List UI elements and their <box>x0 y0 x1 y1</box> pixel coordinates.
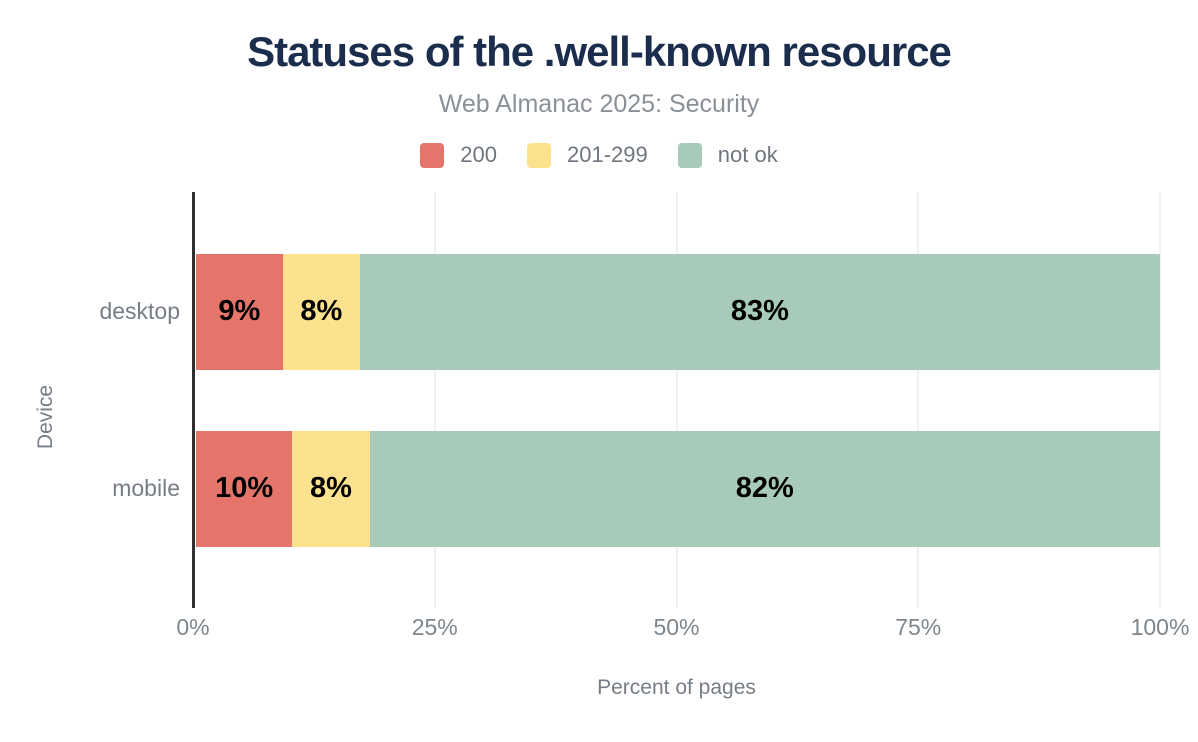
y-axis-line <box>192 192 195 608</box>
legend-item-201-299[interactable]: 201-299 <box>527 142 648 168</box>
x-tick-0-: 0% <box>176 614 210 640</box>
category-labels: desktop mobile <box>0 192 180 608</box>
bars: 9% 8% 83% 10% 8% 82% <box>196 192 1160 608</box>
chart-title: Statuses of the .well-known resource <box>247 28 952 75</box>
legend-swatch <box>677 142 702 168</box>
category-label-mobile: mobile <box>112 475 180 501</box>
gridline-75- <box>917 192 920 608</box>
data-label: 9% <box>218 295 261 327</box>
gridline-25- <box>433 192 436 608</box>
gridline-100- <box>1159 192 1161 608</box>
legend-label: 200 <box>460 142 498 167</box>
data-label: 82% <box>735 472 794 504</box>
x-axis-ticks: 0% 25% 50% 75% 100% <box>176 614 1189 646</box>
bar-row-desktop: 9% 8% 83% <box>196 253 1160 370</box>
x-tick-75-: 75% <box>895 614 942 640</box>
data-label: 8% <box>300 295 343 327</box>
legend-label: 201-299 <box>567 142 648 167</box>
data-label: 8% <box>309 472 352 504</box>
bar-segment-desktop-not-ok[interactable]: 83% <box>359 253 1160 370</box>
gridline-50- <box>675 192 678 608</box>
data-label: 83% <box>730 295 789 327</box>
chart-legend: 200 201-299 not ok <box>0 142 1198 168</box>
legend-item-200[interactable]: 200 <box>420 142 497 168</box>
legend-item-not-ok[interactable]: not ok <box>677 142 778 168</box>
category-label-desktop: desktop <box>99 298 180 324</box>
bar-segment-desktop-201-299[interactable]: 8% <box>282 253 360 370</box>
bar-segment-desktop-200[interactable]: 9% <box>196 253 283 370</box>
chart-subtitle: Web Almanac 2025: Security <box>438 90 760 118</box>
x-axis-label: Percent of pages <box>597 676 756 699</box>
bar-segment-mobile-201-299[interactable]: 8% <box>292 430 370 547</box>
legend-swatch <box>420 142 445 168</box>
legend-swatch <box>527 142 552 168</box>
x-tick-100-: 100% <box>1130 614 1190 640</box>
bar-segment-mobile-200[interactable]: 10% <box>196 430 293 547</box>
bar-segment-mobile-not-ok[interactable]: 82% <box>369 430 1160 547</box>
plot-area: 9% 8% 83% 10% 8% 82% <box>192 192 1161 608</box>
data-label: 10% <box>215 472 274 504</box>
bar-row-mobile: 10% 8% 82% <box>196 430 1160 547</box>
y-axis-label: Device <box>34 384 57 450</box>
legend-label: not ok <box>717 142 778 167</box>
x-tick-50-: 50% <box>653 614 700 640</box>
x-tick-25-: 25% <box>411 614 458 640</box>
